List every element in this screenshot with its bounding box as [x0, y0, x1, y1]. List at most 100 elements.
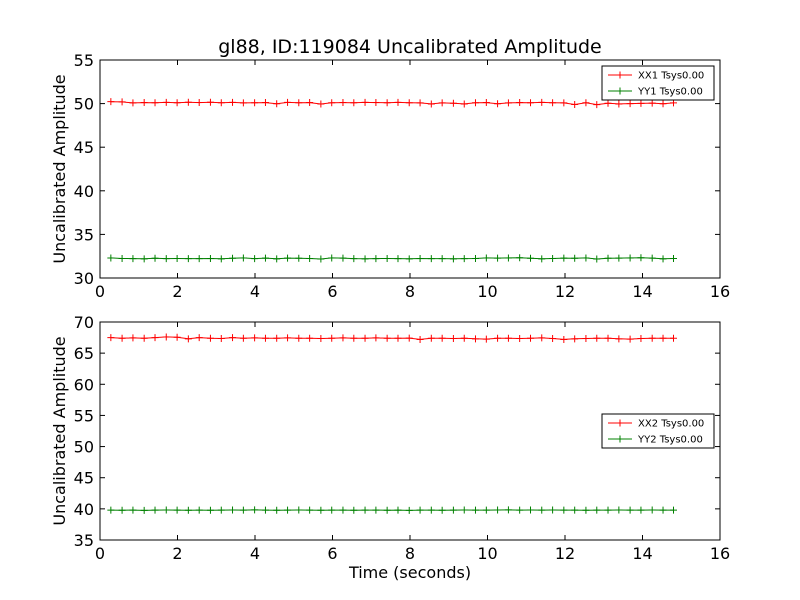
data-point [549, 506, 557, 514]
data-point [317, 335, 325, 343]
data-point [173, 254, 181, 262]
data-point [538, 506, 546, 514]
x-tick-label: 10 [477, 282, 497, 301]
y-tick-label: 55 [74, 51, 94, 70]
data-point [383, 254, 391, 262]
data-point [427, 334, 435, 342]
data-point [648, 506, 656, 514]
data-point [460, 506, 468, 514]
data-point [527, 99, 535, 107]
data-point [593, 101, 601, 109]
chart-title: gl88, ID:119084 Uncalibrated Amplitude [218, 36, 602, 58]
x-tick-label: 2 [172, 544, 182, 563]
series-1 [107, 98, 677, 109]
data-point [217, 335, 225, 343]
data-point [306, 334, 314, 342]
x-tick-label: 14 [632, 282, 652, 301]
data-point [449, 99, 457, 107]
data-point [184, 98, 192, 106]
data-point [427, 506, 435, 514]
data-point [328, 506, 336, 514]
data-point [195, 334, 203, 342]
data-point [516, 506, 524, 514]
data-point [195, 506, 203, 514]
data-point [394, 506, 402, 514]
data-point [659, 255, 667, 263]
legend: XX2 Tsys0.00 YY2 Tsys0.00 [601, 413, 715, 449]
data-point [173, 333, 181, 341]
data-point [151, 99, 159, 107]
data-point [261, 254, 269, 262]
data-point [637, 99, 645, 107]
data-point [229, 334, 237, 342]
data-point [129, 255, 137, 263]
data-point [328, 334, 336, 342]
data-point [538, 98, 546, 106]
y-tick-label: 65 [74, 344, 94, 363]
data-point [261, 506, 269, 514]
x-tick-label: 0 [95, 282, 105, 301]
data-point [350, 334, 358, 342]
data-point [317, 255, 325, 263]
data-point [516, 254, 524, 262]
x-tick-label: 2 [172, 282, 182, 301]
data-point [494, 100, 502, 108]
data-point [604, 334, 612, 342]
y-tick-label: 70 [74, 313, 94, 332]
data-point [295, 254, 303, 262]
y-tick-label: 35 [74, 531, 94, 550]
legend-label: XX1 Tsys0.00 [638, 71, 704, 82]
data-point [571, 506, 579, 514]
data-point [604, 254, 612, 262]
data-point [140, 334, 148, 342]
data-point [438, 506, 446, 514]
data-point [162, 98, 170, 106]
series-2 [107, 254, 677, 263]
data-point [162, 333, 170, 341]
data-point [471, 254, 479, 262]
data-point [239, 506, 247, 514]
data-point [449, 506, 457, 514]
data-point [648, 99, 656, 107]
x-tick-label: 8 [405, 282, 415, 301]
data-point [615, 100, 623, 108]
legend: XX1 Tsys0.00 YY1 Tsys0.00 [601, 65, 715, 101]
data-point [361, 255, 369, 263]
series-line [110, 509, 674, 511]
data-point [670, 506, 677, 514]
data-point [383, 99, 391, 107]
data-point [494, 334, 502, 342]
data-point [549, 99, 557, 107]
data-point [471, 99, 479, 107]
data-point [206, 506, 214, 514]
data-point [471, 506, 479, 514]
data-point [306, 506, 314, 514]
data-point [615, 335, 623, 343]
data-point [339, 506, 347, 514]
data-point [460, 255, 468, 263]
data-point [107, 506, 115, 514]
x-tick-label: 16 [710, 544, 730, 563]
data-point [372, 334, 380, 342]
data-point [350, 99, 358, 107]
data-point [361, 334, 369, 342]
series-1 [107, 333, 677, 343]
data-point [217, 506, 225, 514]
data-point [582, 506, 590, 514]
data-point [195, 99, 203, 107]
data-point [107, 334, 115, 342]
data-point [173, 99, 181, 107]
data-point [427, 100, 435, 108]
data-point [129, 99, 137, 107]
data-point [449, 255, 457, 263]
data-point [626, 506, 634, 514]
data-point [273, 100, 281, 108]
data-point [383, 334, 391, 342]
data-point [416, 99, 424, 107]
data-point [648, 254, 656, 262]
data-point [251, 334, 259, 342]
data-point [339, 254, 347, 262]
data-point [504, 254, 512, 262]
